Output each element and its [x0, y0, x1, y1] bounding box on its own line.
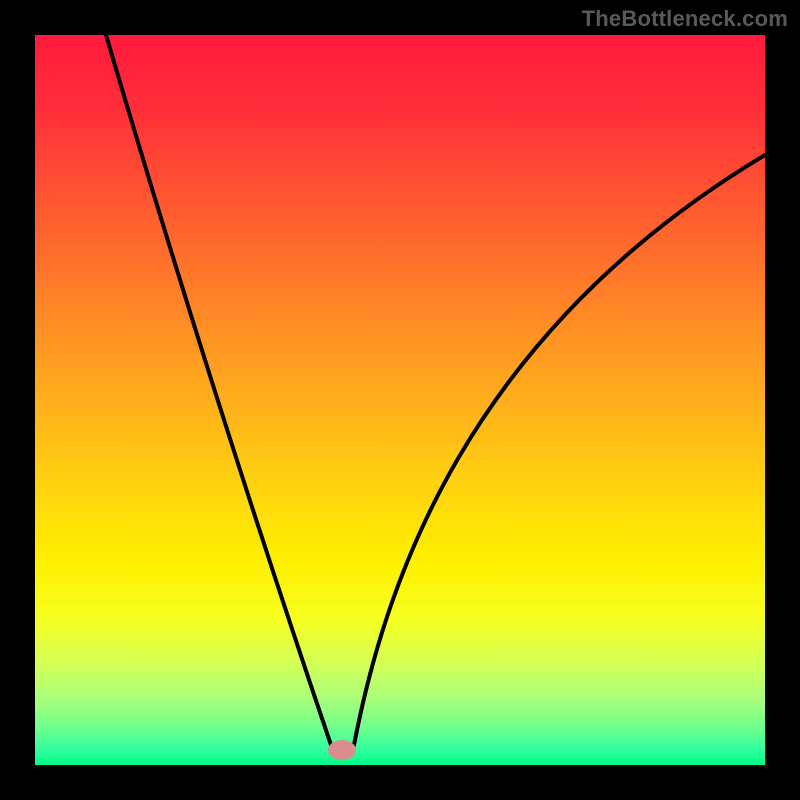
- trough-marker: [328, 740, 356, 760]
- chart-container: TheBottleneck.com: [0, 0, 800, 800]
- plot-area: [35, 35, 765, 765]
- watermark-text: TheBottleneck.com: [582, 6, 788, 32]
- curve-overlay: [35, 35, 765, 765]
